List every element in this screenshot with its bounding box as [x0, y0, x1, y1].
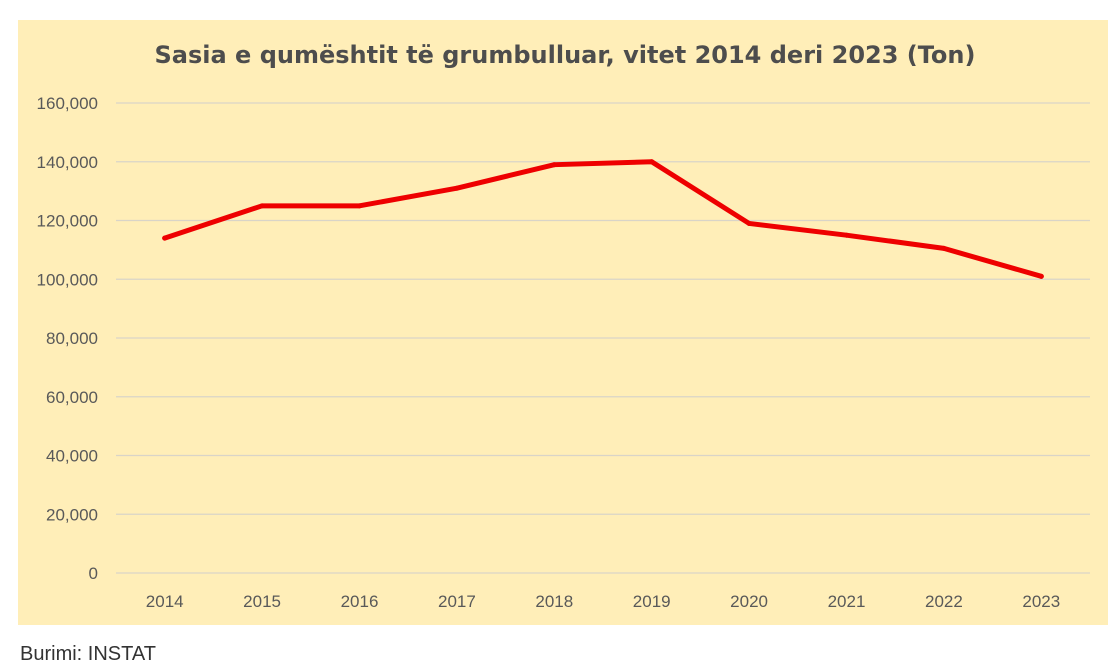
- x-tick-label: 2014: [146, 592, 184, 611]
- x-tick-label: 2018: [535, 592, 573, 611]
- x-tick-label: 2019: [633, 592, 671, 611]
- data-point: [357, 203, 362, 209]
- y-tick-label: 20,000: [46, 505, 98, 524]
- x-tick-label: 2020: [730, 592, 768, 611]
- y-tick-label: 140,000: [37, 153, 98, 172]
- y-tick-label: 80,000: [46, 329, 98, 348]
- data-point: [259, 203, 265, 209]
- x-axis-ticks: 2014 2015 2016 2017 2018 2019 2020 2021 2022 2023: [146, 592, 1060, 611]
- data-point: [649, 159, 655, 165]
- chart-title: Sasia e qumështit të grumbulluar, vitet …: [155, 41, 976, 69]
- x-tick-label: 2022: [925, 592, 963, 611]
- x-tick-label: 2023: [1022, 592, 1060, 611]
- x-tick-label: 2016: [341, 592, 379, 611]
- gridlines: [116, 102, 1090, 574]
- data-point: [551, 162, 557, 168]
- y-axis-ticks: 0 20,000 40,000 60,000 80,000 100,000 120,000 1…: [37, 94, 98, 583]
- y-tick-label: 120,000: [37, 212, 98, 231]
- chart-panel: Sasia e qumështit të grumbulluar, vitet …: [18, 20, 1108, 625]
- data-point: [746, 220, 752, 226]
- data-point: [162, 235, 168, 241]
- y-tick-label: 60,000: [46, 388, 98, 407]
- x-tick-label: 2017: [438, 592, 476, 611]
- data-point: [454, 185, 460, 191]
- data-point: [844, 232, 849, 238]
- x-tick-label: 2015: [243, 592, 281, 611]
- data-point: [941, 245, 947, 251]
- y-tick-label: 160,000: [37, 94, 98, 113]
- y-tick-label: 100,000: [37, 270, 98, 289]
- y-tick-label: 0: [89, 564, 98, 583]
- series-line: [162, 159, 1044, 279]
- source-note: Burimi: INSTAT: [20, 643, 156, 665]
- series-layer: [162, 159, 1044, 279]
- data-point: [1038, 273, 1044, 279]
- y-tick-label: 40,000: [46, 447, 98, 466]
- line-chart: Sasia e qumështit të grumbulluar, vitet …: [37, 41, 1090, 611]
- x-tick-label: 2021: [828, 592, 866, 611]
